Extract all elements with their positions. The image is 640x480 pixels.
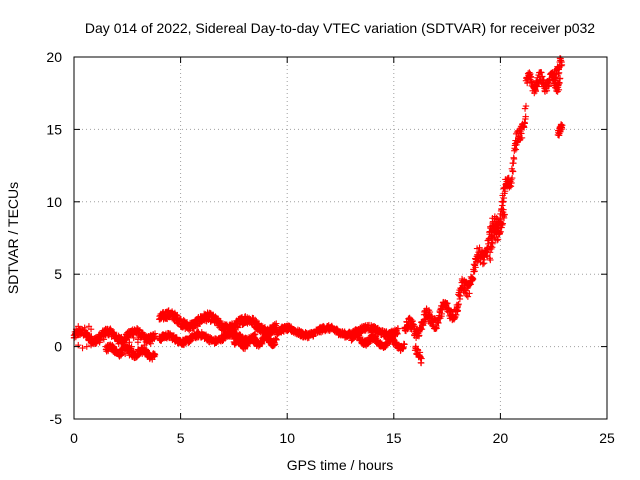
data-point <box>118 351 125 358</box>
y-tick-label: 10 <box>46 194 62 210</box>
data-point <box>500 198 507 205</box>
data-point <box>151 351 159 359</box>
data-point <box>258 340 266 348</box>
data-point <box>499 202 506 209</box>
data-point <box>79 344 86 352</box>
data-point <box>415 332 423 339</box>
y-axis-label: SDTVAR / TECUs <box>5 182 21 294</box>
data-point <box>234 324 242 331</box>
y-tick-label: 0 <box>54 339 62 355</box>
x-tick-label: 15 <box>386 430 402 446</box>
data-point <box>251 316 259 324</box>
data-point <box>273 336 280 344</box>
x-axis-label: GPS time / hours <box>287 457 394 473</box>
data-point <box>411 323 419 330</box>
data-point <box>510 155 518 163</box>
grid-layer <box>74 57 607 419</box>
y-tick-label: 20 <box>46 49 62 65</box>
data-point <box>418 325 426 333</box>
x-tick-label: 25 <box>599 430 615 446</box>
data-layer <box>70 55 566 367</box>
chart-title: Day 014 of 2022, Sidereal Day-to-day VTE… <box>85 20 595 36</box>
data-point <box>151 332 159 340</box>
plot-frame <box>73 56 608 420</box>
data-point <box>355 332 363 339</box>
data-point <box>87 326 95 333</box>
data-point <box>75 341 82 349</box>
data-point <box>271 341 279 348</box>
data-point <box>480 259 488 267</box>
tick-layer: 0 5 10 15 20 25 -5 0 5 10 15 20 <box>46 49 615 446</box>
data-point <box>174 311 181 319</box>
data-point <box>134 339 142 346</box>
data-point <box>83 343 90 350</box>
y-tick-label: 15 <box>46 121 62 137</box>
data-point <box>394 330 401 338</box>
y-tick-label: 5 <box>54 266 62 282</box>
data-point <box>75 323 82 330</box>
data-point <box>394 325 402 332</box>
x-tick-label: 5 <box>177 430 185 446</box>
x-tick-label: 0 <box>70 430 78 446</box>
data-point <box>420 319 427 327</box>
x-tick-label: 10 <box>279 430 295 446</box>
y-tick-label: -5 <box>50 411 63 427</box>
data-point <box>512 146 520 153</box>
data-point <box>401 341 408 348</box>
x-tick-label: 20 <box>493 430 509 446</box>
